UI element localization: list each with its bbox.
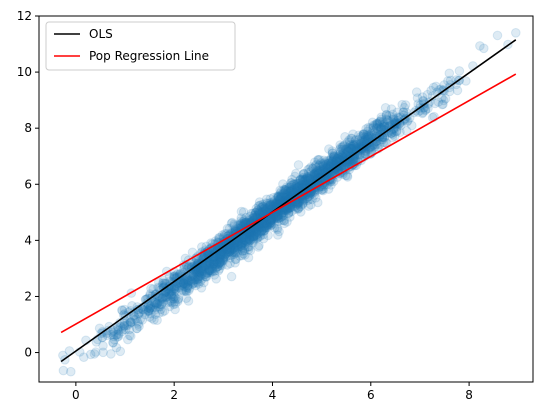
scatter-point [294, 161, 303, 170]
scatter-point [59, 366, 68, 375]
x-tick-label: 6 [367, 388, 375, 402]
scatter-point [249, 234, 258, 243]
scatter-point [388, 110, 397, 119]
scatter-point [132, 315, 141, 324]
scatter-point [255, 201, 264, 210]
scatter-point [267, 216, 276, 225]
scatter-point [432, 82, 441, 91]
scatter-point [86, 350, 95, 359]
scatter-point [141, 310, 150, 319]
scatter-point [334, 153, 343, 162]
scatter-point [381, 104, 390, 113]
scatter-point [196, 277, 205, 286]
scatter-point [455, 67, 464, 76]
x-tick-label: 2 [170, 388, 178, 402]
scatter-point [237, 214, 246, 223]
scatter-point [361, 149, 370, 158]
legend-pop-regression-label: Pop Regression Line [89, 49, 209, 63]
y-tick-label: 8 [24, 121, 32, 135]
scatter-point [227, 272, 236, 281]
scatter-point [347, 145, 356, 154]
scatter-point [166, 298, 175, 307]
scatter-point [214, 266, 223, 275]
scatter-point [155, 309, 164, 318]
scatter-point [254, 243, 263, 252]
y-tick-label: 12 [17, 9, 32, 23]
legend-ols-label: OLS [89, 27, 113, 41]
scatter-point [199, 266, 208, 275]
scatter-point [296, 176, 305, 185]
scatter-point [275, 227, 284, 236]
scatter-point [314, 198, 323, 207]
y-tick-label: 6 [24, 177, 32, 191]
scatter-point [223, 248, 232, 257]
scatter-point [512, 29, 521, 38]
scatter-point [293, 186, 302, 195]
x-tick-label: 8 [465, 388, 473, 402]
y-tick-label: 2 [24, 289, 32, 303]
scatter-point [321, 158, 330, 167]
scatter-point [112, 331, 121, 340]
scatter-point [371, 121, 380, 130]
scatter-point [184, 297, 193, 306]
legend: OLS Pop Regression Line [46, 22, 235, 70]
scatter-point [480, 44, 489, 53]
y-tick-label: 0 [24, 346, 32, 360]
scatter-point [99, 348, 108, 357]
scatter-point [178, 286, 187, 295]
scatter-point [234, 240, 243, 249]
y-tick-label: 10 [17, 65, 32, 79]
scatter-point [493, 31, 502, 40]
x-tick-label: 4 [269, 388, 277, 402]
x-tick-label: 0 [72, 388, 80, 402]
scatter-point [441, 94, 450, 103]
y-tick-label: 4 [24, 233, 32, 247]
